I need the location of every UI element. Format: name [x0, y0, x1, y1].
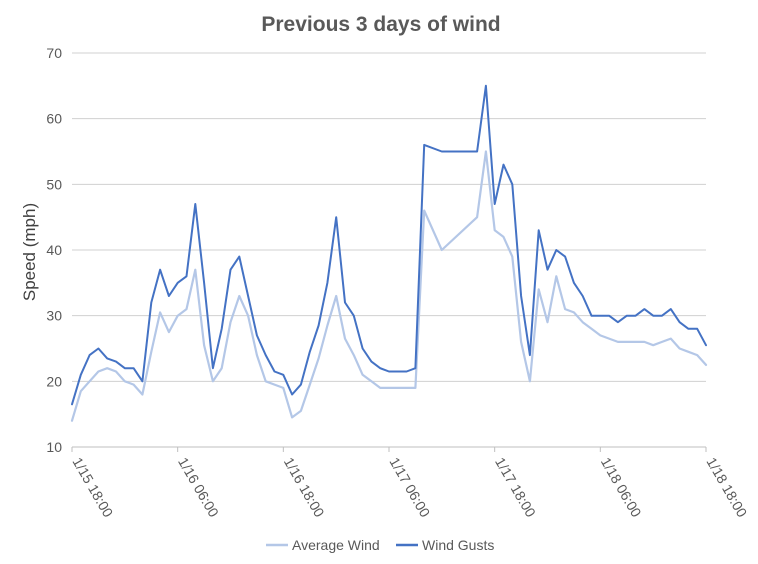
y-tick-label: 70: [46, 45, 62, 61]
y-axis-label: Speed (mph): [20, 203, 39, 301]
y-tick-label: 30: [46, 308, 62, 324]
series-line-wind-gusts: [71, 84, 707, 406]
y-tick-label: 60: [46, 111, 62, 127]
legend: Average Wind Wind Gusts: [266, 537, 494, 553]
chart-title: Previous 3 days of wind: [261, 13, 500, 36]
legend-label: Wind Gusts: [422, 537, 494, 553]
series-lines: [70, 84, 708, 422]
y-tick-label: 20: [46, 373, 62, 389]
legend-label: Average Wind: [292, 537, 380, 553]
y-tick-label: 40: [46, 242, 62, 258]
y-tick-label: 10: [46, 439, 62, 455]
series-line-average-wind: [70, 150, 708, 422]
y-axis-ticks: 10 20 30 40 50 60 70: [46, 45, 62, 455]
y-tick-label: 50: [46, 176, 62, 192]
